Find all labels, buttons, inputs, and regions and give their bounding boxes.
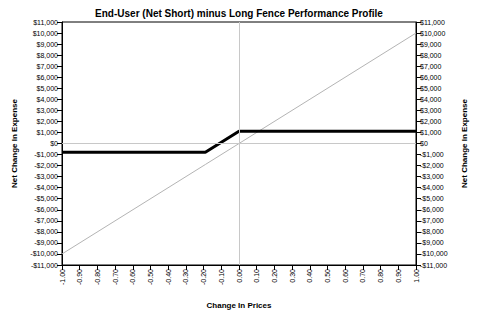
svg-text:$4,000: $4,000 xyxy=(37,96,59,103)
svg-text:$5,000: $5,000 xyxy=(37,85,59,92)
svg-text:-$6,000: -$6,000 xyxy=(34,206,58,213)
svg-text:-$2,000: -$2,000 xyxy=(420,162,444,169)
svg-text:$10,000: $10,000 xyxy=(33,30,58,37)
svg-text:-0.90: -0.90 xyxy=(76,269,83,285)
svg-text:-$1,000: -$1,000 xyxy=(34,151,58,158)
svg-text:-$11,000: -$11,000 xyxy=(31,262,58,269)
svg-text:-0.40: -0.40 xyxy=(165,269,172,285)
svg-text:0.60: 0.60 xyxy=(342,269,349,283)
svg-text:-0.10: -0.10 xyxy=(218,269,225,285)
svg-text:0.80: 0.80 xyxy=(377,269,384,283)
svg-text:-$5,000: -$5,000 xyxy=(420,195,444,202)
svg-text:-$3,000: -$3,000 xyxy=(34,173,58,180)
svg-text:$6,000: $6,000 xyxy=(37,74,59,81)
svg-text:0.90: 0.90 xyxy=(395,269,402,283)
svg-text:$10,000: $10,000 xyxy=(420,30,445,37)
svg-text:0.50: 0.50 xyxy=(324,269,331,283)
svg-text:$1,000: $1,000 xyxy=(37,129,59,136)
svg-text:-$7,000: -$7,000 xyxy=(34,217,58,224)
svg-text:$2,000: $2,000 xyxy=(37,118,59,125)
svg-text:-0.50: -0.50 xyxy=(147,269,154,285)
svg-text:-$6,000: -$6,000 xyxy=(420,206,444,213)
svg-text:-$2,000: -$2,000 xyxy=(34,162,58,169)
svg-text:-0.80: -0.80 xyxy=(94,269,101,285)
svg-text:$3,000: $3,000 xyxy=(420,107,442,114)
svg-text:-$8,000: -$8,000 xyxy=(420,228,444,235)
svg-text:$9,000: $9,000 xyxy=(420,41,442,48)
svg-text:$8,000: $8,000 xyxy=(420,52,442,59)
svg-text:-$4,000: -$4,000 xyxy=(34,184,58,191)
svg-text:$5,000: $5,000 xyxy=(420,85,442,92)
svg-text:-$5,000: -$5,000 xyxy=(34,195,58,202)
svg-text:0.00: 0.00 xyxy=(236,269,243,283)
svg-text:-$9,000: -$9,000 xyxy=(34,239,58,246)
svg-text:1.00: 1.00 xyxy=(413,269,420,283)
svg-text:$11,000: $11,000 xyxy=(420,19,445,26)
svg-text:0.40: 0.40 xyxy=(306,269,313,283)
svg-text:$2,000: $2,000 xyxy=(420,118,442,125)
svg-text:$1,000: $1,000 xyxy=(420,129,442,136)
svg-text:0.10: 0.10 xyxy=(253,269,260,283)
svg-text:$4,000: $4,000 xyxy=(420,96,442,103)
svg-text:-$10,000: -$10,000 xyxy=(30,250,58,257)
svg-text:-0.60: -0.60 xyxy=(129,269,136,285)
svg-text:$3,000: $3,000 xyxy=(37,107,59,114)
svg-text:-$4,000: -$4,000 xyxy=(420,184,444,191)
svg-text:$0: $0 xyxy=(420,140,428,147)
svg-text:$9,000: $9,000 xyxy=(37,41,59,48)
svg-text:$0: $0 xyxy=(50,140,58,147)
svg-text:$7,000: $7,000 xyxy=(37,63,59,70)
svg-text:-$8,000: -$8,000 xyxy=(34,228,58,235)
svg-text:0.30: 0.30 xyxy=(289,269,296,283)
svg-text:$7,000: $7,000 xyxy=(420,63,442,70)
svg-text:$8,000: $8,000 xyxy=(37,52,59,59)
svg-text:-0.20: -0.20 xyxy=(200,269,207,285)
svg-text:-1.00: -1.00 xyxy=(59,269,66,285)
svg-text:Net Change In Expense: Net Change In Expense xyxy=(10,99,19,188)
svg-text:$11,000: $11,000 xyxy=(33,19,58,26)
svg-text:-$1,000: -$1,000 xyxy=(420,151,444,158)
svg-text:0.70: 0.70 xyxy=(359,269,366,283)
svg-text:End-User (Net Short) minus Lon: End-User (Net Short) minus Long Fence Pe… xyxy=(95,8,383,19)
svg-text:-$7,000: -$7,000 xyxy=(420,217,444,224)
svg-text:-0.30: -0.30 xyxy=(182,269,189,285)
svg-text:$6,000: $6,000 xyxy=(420,74,442,81)
svg-text:-$10,000: -$10,000 xyxy=(420,250,448,257)
svg-text:-$3,000: -$3,000 xyxy=(420,173,444,180)
svg-text:0.20: 0.20 xyxy=(271,269,278,283)
svg-text:-$9,000: -$9,000 xyxy=(420,239,444,246)
svg-text:Change In Prices: Change In Prices xyxy=(207,301,272,310)
svg-text:-0.70: -0.70 xyxy=(112,269,119,285)
svg-text:Net Change In Expense: Net Change In Expense xyxy=(460,99,469,188)
svg-text:-$11,000: -$11,000 xyxy=(420,262,447,269)
